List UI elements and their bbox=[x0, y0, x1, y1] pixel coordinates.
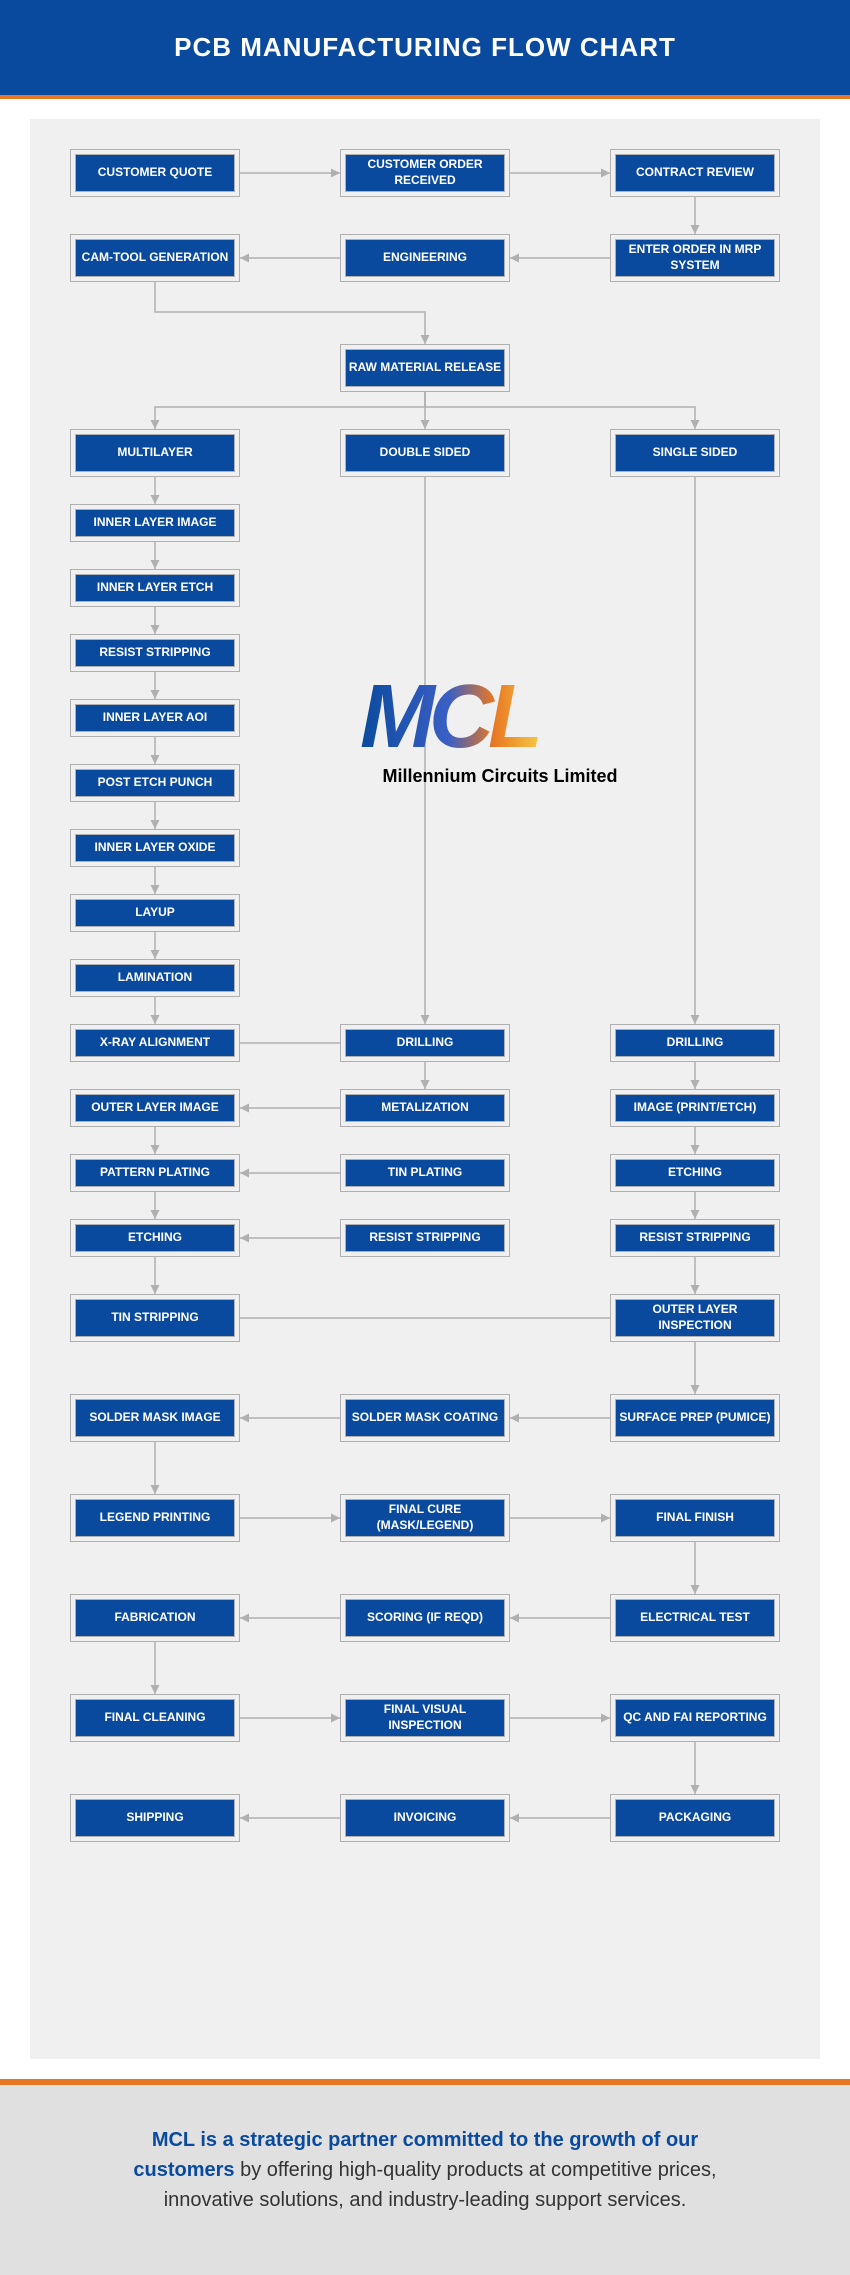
node-cam-tool: CAM-TOOL GENERATION bbox=[70, 234, 240, 282]
svg-text:MCL: MCL bbox=[360, 669, 538, 767]
node-packaging: PACKAGING bbox=[610, 1794, 780, 1842]
footer-rest: by offering high-quality products at com… bbox=[164, 2159, 717, 2211]
page-title: PCB MANUFACTURING FLOW CHART bbox=[0, 0, 850, 99]
node-enter-order: ENTER ORDER IN MRP SYSTEM bbox=[610, 234, 780, 282]
node-post-etch-punch: POST ETCH PUNCH bbox=[70, 764, 240, 802]
node-final-visual: FINAL VISUAL INSPECTION bbox=[340, 1694, 510, 1742]
node-invoicing: INVOICING bbox=[340, 1794, 510, 1842]
node-customer-quote: CUSTOMER QUOTE bbox=[70, 149, 240, 197]
company-logo: MCL Millennium Circuits Limited bbox=[360, 669, 640, 787]
node-engineering: ENGINEERING bbox=[340, 234, 510, 282]
node-resist-stripping-1: RESIST STRIPPING bbox=[70, 634, 240, 672]
node-contract-review: CONTRACT REVIEW bbox=[610, 149, 780, 197]
node-qc-fai: QC AND FAI REPORTING bbox=[610, 1694, 780, 1742]
node-inner-layer-image: INNER LAYER IMAGE bbox=[70, 504, 240, 542]
flowchart-canvas: MCL Millennium Circuits Limited CUSTOMER… bbox=[30, 119, 820, 2059]
node-metalization: METALIZATION bbox=[340, 1089, 510, 1127]
node-etching-1: ETCHING bbox=[70, 1219, 240, 1257]
logo-subtitle: Millennium Circuits Limited bbox=[360, 766, 640, 787]
node-final-cure: FINAL CURE (MASK/LEGEND) bbox=[340, 1494, 510, 1542]
footer-text: MCL is a strategic partner committed to … bbox=[0, 2085, 850, 2275]
node-inner-layer-aoi: INNER LAYER AOI bbox=[70, 699, 240, 737]
node-double-sided: DOUBLE SIDED bbox=[340, 429, 510, 477]
node-final-finish: FINAL FINISH bbox=[610, 1494, 780, 1542]
node-electrical-test: ELECTRICAL TEST bbox=[610, 1594, 780, 1642]
node-drilling-1: DRILLING bbox=[340, 1024, 510, 1062]
node-multilayer: MULTILAYER bbox=[70, 429, 240, 477]
node-tin-stripping: TIN STRIPPING bbox=[70, 1294, 240, 1342]
node-fabrication: FABRICATION bbox=[70, 1594, 240, 1642]
node-layup: LAYUP bbox=[70, 894, 240, 932]
node-legend-printing: LEGEND PRINTING bbox=[70, 1494, 240, 1542]
node-inner-layer-oxide: INNER LAYER OXIDE bbox=[70, 829, 240, 867]
node-shipping: SHIPPING bbox=[70, 1794, 240, 1842]
node-resist-stripping-3: RESIST STRIPPING bbox=[610, 1219, 780, 1257]
node-single-sided: SINGLE SIDED bbox=[610, 429, 780, 477]
node-drilling-2: DRILLING bbox=[610, 1024, 780, 1062]
node-resist-stripping-2: RESIST STRIPPING bbox=[340, 1219, 510, 1257]
node-image-print-etch: IMAGE (PRINT/ETCH) bbox=[610, 1089, 780, 1127]
node-etching-2: ETCHING bbox=[610, 1154, 780, 1192]
node-inner-layer-etch: INNER LAYER ETCH bbox=[70, 569, 240, 607]
node-customer-order: CUSTOMER ORDER RECEIVED bbox=[340, 149, 510, 197]
node-pattern-plating: PATTERN PLATING bbox=[70, 1154, 240, 1192]
node-raw-material: RAW MATERIAL RELEASE bbox=[340, 344, 510, 392]
node-lamination: LAMINATION bbox=[70, 959, 240, 997]
node-solder-mask-image: SOLDER MASK IMAGE bbox=[70, 1394, 240, 1442]
node-surface-prep: SURFACE PREP (PUMICE) bbox=[610, 1394, 780, 1442]
node-tin-plating: TIN PLATING bbox=[340, 1154, 510, 1192]
node-scoring: SCORING (IF REQD) bbox=[340, 1594, 510, 1642]
node-final-cleaning: FINAL CLEANING bbox=[70, 1694, 240, 1742]
node-xray-alignment: X-RAY ALIGNMENT bbox=[70, 1024, 240, 1062]
node-outer-layer-image: OUTER LAYER IMAGE bbox=[70, 1089, 240, 1127]
node-outer-layer-inspection: OUTER LAYER INSPECTION bbox=[610, 1294, 780, 1342]
node-solder-mask-coating: SOLDER MASK COATING bbox=[340, 1394, 510, 1442]
